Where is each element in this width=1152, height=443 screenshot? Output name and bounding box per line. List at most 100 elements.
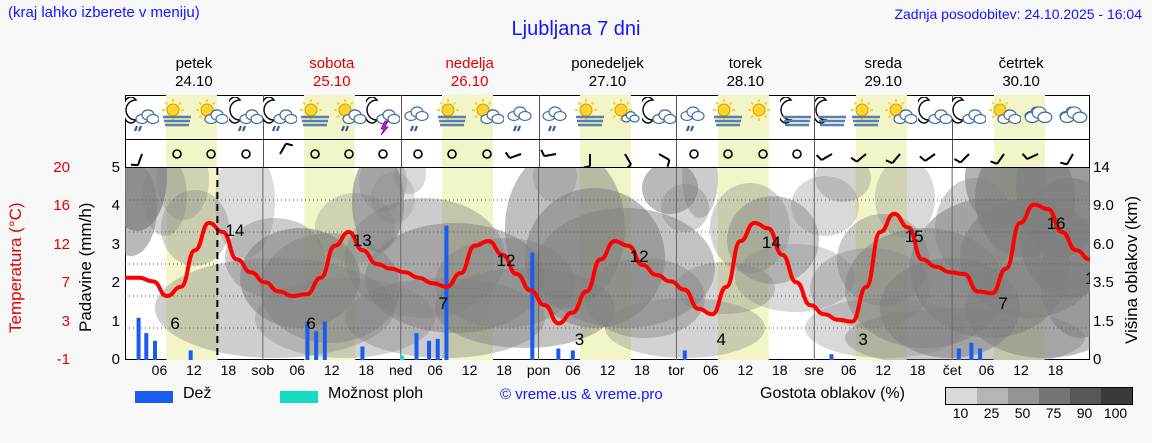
wind-barb-symbol (952, 140, 986, 168)
precip-bar-10 (427, 340, 432, 360)
precip-bar-18 (956, 348, 961, 360)
day-date: 30.10 (1002, 73, 1040, 90)
precip-bar-15 (570, 350, 575, 360)
cloud-height-tick-labels: 14 9.0 6.0 3.5 1.5 0 (1093, 159, 1137, 368)
wind-barb-symbol (608, 140, 642, 171)
temperature-label-9: 14 (761, 233, 781, 253)
time-tick-14: 18 (634, 362, 650, 378)
wind-calm-symbol (780, 140, 814, 168)
temperature-label-7: 12 (629, 246, 649, 266)
wind-barb-symbol (987, 140, 1021, 168)
temperature-label-2: 13 (352, 231, 372, 251)
precipitation-tick-4: 1 (111, 312, 120, 330)
precip-bar-1 (144, 333, 149, 360)
time-tick-16: 06 (703, 362, 719, 378)
wind-barb-symbol (263, 140, 297, 168)
day-header-3: ponedeljek 27.10 (539, 55, 677, 93)
weather-icon-sun-fog (160, 97, 194, 137)
wind-calm-symbol (435, 140, 469, 168)
temperature-label-14: 10 (1085, 268, 1090, 288)
time-tick-13: 12 (599, 362, 616, 378)
daylight-shade-3 (579, 140, 631, 167)
time-tick-24: 06 (978, 362, 995, 378)
day-header-0: petek 24.10 (125, 55, 263, 93)
day-date: 27.10 (588, 73, 627, 90)
cloud-height-tick-5: 0 (1093, 351, 1102, 368)
day-name: nedelja (445, 55, 494, 72)
precip-bar-20 (978, 348, 983, 360)
rain-legend-label: Dež (183, 385, 212, 402)
rain-legend-swatch (135, 391, 173, 403)
temperature-label-5: 12 (496, 250, 516, 270)
time-tick-0: 06 (151, 362, 168, 378)
time-tick-11: pon (526, 362, 551, 378)
day-date: 24.10 (175, 73, 213, 90)
day-date: 29.10 (864, 73, 902, 90)
weather-icon-cloud-rain (677, 97, 711, 137)
copyright-text[interactable]: © vreme.us & vreme.pro (500, 386, 663, 403)
temperature-tick-3: 7 (61, 274, 70, 292)
time-tick-12: 06 (565, 362, 581, 378)
time-tick-25: 12 (1013, 362, 1029, 378)
precipitation-axis-title: Padavine (mm/h) (76, 202, 95, 333)
time-tick-17: 12 (737, 362, 754, 378)
day-name: sobota (309, 55, 355, 72)
day-header-6: četrtek 30.10 (952, 55, 1090, 93)
location-hint-text: (kraj lahko izberete v meniju) (8, 4, 200, 21)
shower-legend-label: Možnost ploh (328, 385, 424, 402)
precipitation-tick-3: 2 (111, 274, 120, 292)
cloud-density-tick-labels: 10 25 50 75 90 100 (945, 405, 1135, 421)
weather-icon-sun-fog (849, 97, 883, 137)
time-tick-7: ned (389, 362, 413, 378)
precip-bar-16 (682, 350, 687, 360)
weather-icon-night-cloud (949, 96, 987, 137)
temperature-label-13: 16 (1046, 214, 1066, 234)
time-tick-5: 12 (323, 362, 340, 378)
temperature-label-4: 7 (438, 293, 449, 313)
precip-bar-6 (322, 321, 327, 360)
cloud-height-tick-3: 3.5 (1093, 274, 1114, 292)
daylight-shade-2 (442, 140, 494, 167)
wind-calm-symbol (366, 140, 400, 168)
wind-barb-symbol (573, 140, 607, 169)
time-tick-15: tor (668, 362, 685, 378)
precip-bar-13 (530, 252, 535, 360)
cloud-height-tick-1: 9.0 (1093, 197, 1114, 215)
wind-calm-symbol (332, 140, 366, 168)
temperature-label-0: 6 (170, 313, 180, 333)
cloud-density-tick-5: 100 (1103, 405, 1128, 421)
wind-barb-symbol (918, 140, 952, 168)
cloud-density-tick-0: 10 (952, 405, 969, 421)
precip-bar-2 (152, 340, 157, 360)
precip-bar-12 (444, 225, 449, 360)
cloud-density-swatch-0 (946, 388, 977, 404)
day-header-1: sobota 25.10 (263, 55, 401, 93)
wind-calm-symbol (746, 140, 780, 168)
daylight-shade-6 (993, 140, 1045, 167)
day-separator-3 (538, 140, 540, 167)
wind-calm-symbol (160, 140, 194, 168)
temperature-tick-labels: 20 16 12 7 3 -1 (30, 159, 70, 368)
weather-icon-cloud (1056, 97, 1090, 137)
cloud-density-tick-1: 25 (983, 405, 1000, 421)
precip-bar-9 (414, 333, 419, 360)
weather-icon-sun (746, 97, 780, 137)
time-tick-10: 18 (496, 362, 512, 378)
weather-icon-sun-fog (573, 97, 607, 137)
wind-calm-symbol (229, 140, 263, 168)
precip-bar-11 (435, 338, 440, 360)
precip-bar-14 (556, 348, 561, 360)
temperature-tick-5: -1 (56, 351, 70, 368)
cloud-density-legend-title: Gostota oblakov (%) (760, 385, 905, 402)
time-tick-2: 18 (220, 362, 237, 378)
chart-plot-area: 6 14 13 6 7 12 3 12 4 14 3 15 7 16 10 (125, 168, 1090, 360)
precip-bar-4 (305, 321, 310, 360)
cloud-density-tick-2: 50 (1014, 405, 1031, 421)
day-date: 26.10 (450, 73, 489, 90)
weather-icon-night-cloud-rain (122, 96, 160, 137)
day-header-2: nedelja 26.10 (401, 55, 539, 93)
day-header-4: torek 28.10 (676, 55, 814, 93)
temperature-tick-0: 20 (53, 159, 70, 176)
weather-icon-night-cloud-rain (260, 96, 298, 137)
temperature-cloud-chart (125, 168, 1090, 360)
